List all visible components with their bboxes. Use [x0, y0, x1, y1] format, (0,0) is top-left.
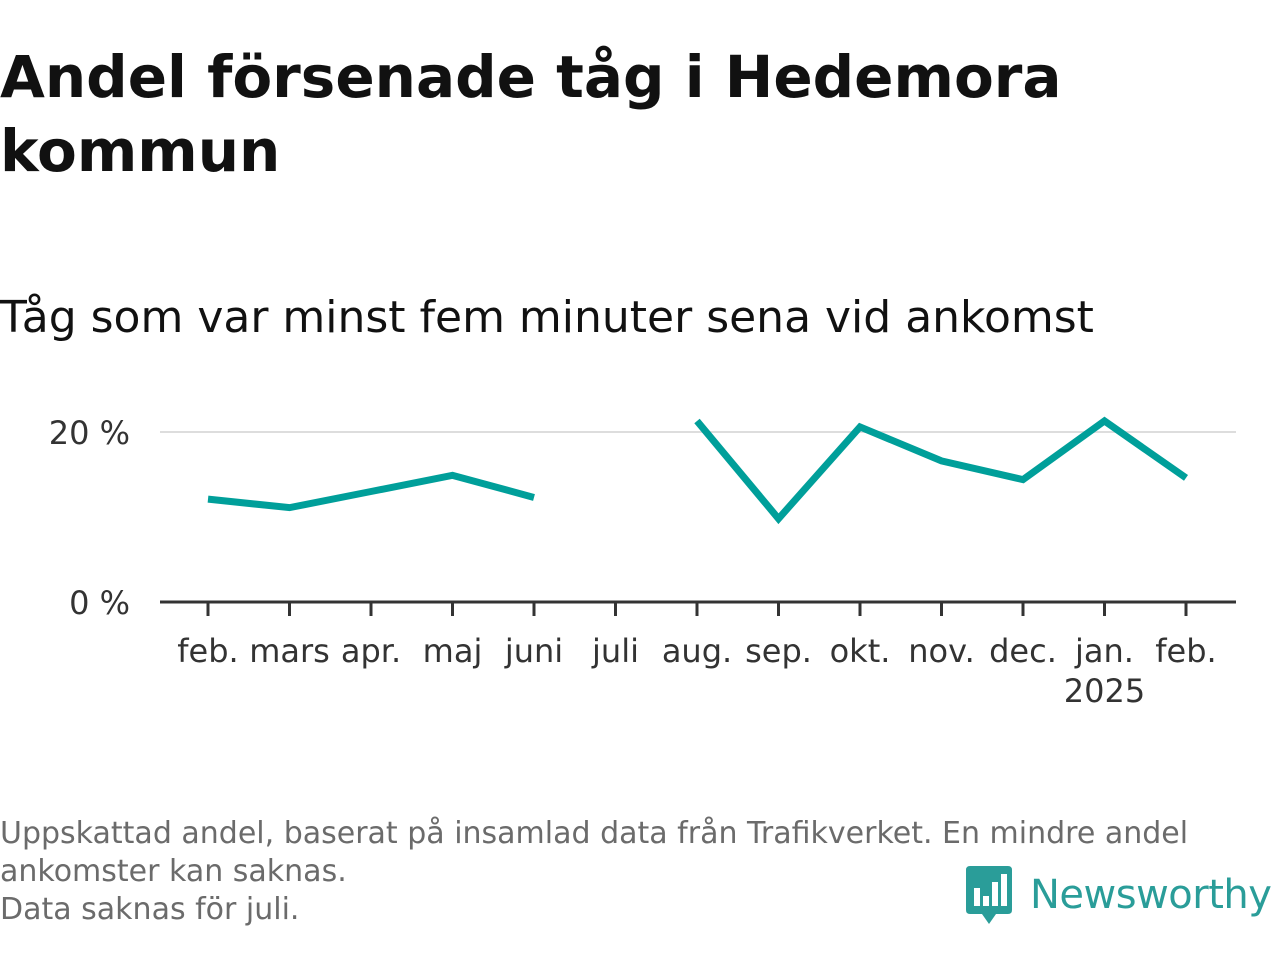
brand-logo: Newsworthy — [964, 864, 1272, 926]
bar-chart-speech-bubble-icon — [966, 866, 1012, 924]
series-line-segment — [694, 416, 1189, 525]
y-tick-label: 20 % — [49, 414, 130, 452]
tick-labels: 0 % 20 % feb. mars apr. maj juni juli aug. sep. ok… — [49, 414, 1217, 710]
x-tick-label: feb. — [1155, 632, 1216, 670]
source-note-continued: ankomster kan saknas. — [0, 854, 347, 889]
x-tick-label: juli — [591, 632, 639, 670]
line-chart: 0 % 20 % feb. mars apr. maj juni juli aug. sep. ok… — [49, 414, 1236, 710]
footer-notes: Uppskattad andel, baserat på insamlad da… — [0, 815, 1270, 929]
chart-title: Andel försenade tåg i Hedemora kommun — [0, 43, 1062, 185]
x-tick-label: nov. — [908, 632, 974, 670]
x-tick-label: jan. — [1074, 632, 1134, 670]
x-tick-label: aug. — [662, 632, 732, 670]
missing-data-note: Data saknas för juli. — [0, 892, 300, 927]
x-axis — [160, 600, 1236, 616]
x-tick-label: feb. — [177, 632, 238, 670]
chart-subtitle: Tåg som var minst fem minuter sena vid a… — [0, 292, 1094, 343]
y-tick-label: 0 % — [69, 584, 130, 622]
x-tick-label: dec. — [989, 632, 1057, 670]
x-tick-label: okt. — [830, 632, 891, 670]
x-tick-label: apr. — [341, 632, 401, 670]
source-note: Uppskattad andel, baserat på insamlad da… — [0, 816, 1189, 851]
series-layer — [207, 416, 1189, 525]
x-tick-label: maj — [423, 632, 483, 670]
x-tick-label: sep. — [745, 632, 812, 670]
x-tick-label: juni — [504, 632, 563, 670]
x-year-label: 2025 — [1064, 672, 1145, 710]
x-tick-label: mars — [249, 632, 330, 670]
brand-name: Newsworthy — [1030, 872, 1272, 918]
